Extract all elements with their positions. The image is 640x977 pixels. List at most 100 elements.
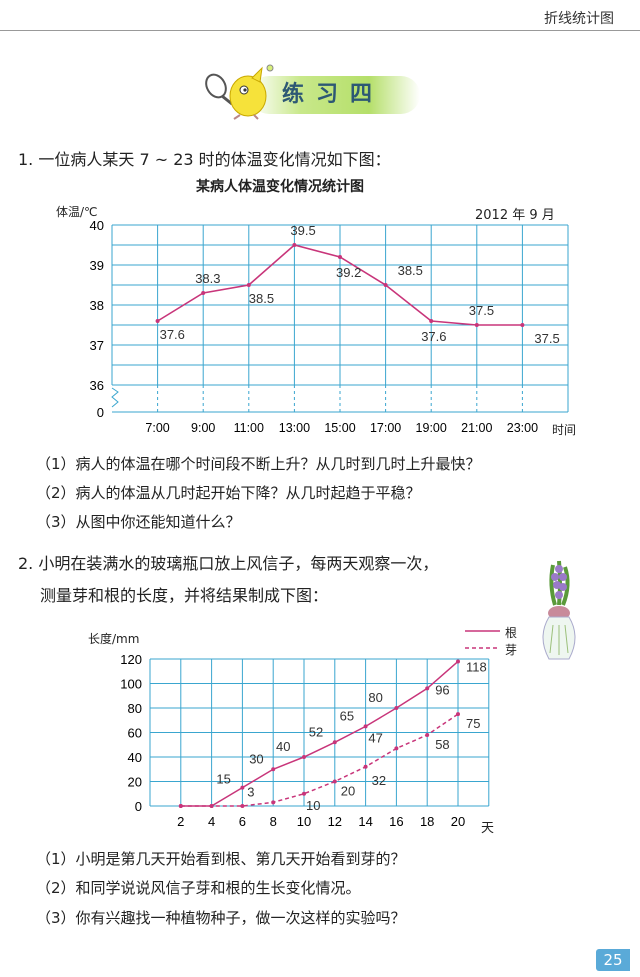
- q1-sub-2: （2）病人的体温从几时起开始下降？从几时起趋于平稳？: [36, 484, 421, 502]
- data-point: [456, 659, 460, 664]
- data-point: [302, 755, 306, 759]
- chart1-ylabel: 体温/℃: [56, 205, 98, 219]
- y-tick-label: 80: [128, 701, 142, 716]
- chart2-xlabel: 天: [481, 821, 495, 836]
- q2-sub-2: （2）和同学说说风信子芽和根的生长变化情况。: [36, 879, 361, 897]
- data-point: [246, 283, 251, 287]
- data-label: 39.5: [290, 223, 315, 238]
- chart1-subtitle: 2012 年 9 月: [475, 208, 555, 223]
- data-point: [271, 767, 276, 772]
- data-point: [363, 764, 368, 769]
- x-tick-label: 15:00: [324, 421, 355, 435]
- q2-sub-3: （3）你有兴趣找一种植物种子，做一次这样的实验吗？: [36, 909, 406, 927]
- x-tick-label: 12: [328, 814, 342, 829]
- chart2-ylabel: 长度/mm: [88, 632, 140, 646]
- x-tick-label: 16: [389, 814, 403, 829]
- data-label: 118: [466, 659, 487, 674]
- q2-sub-1: （1）小明是第几天开始看到根、第几天开始看到芽的？: [36, 850, 406, 868]
- y-tick-label: 120: [120, 652, 142, 667]
- data-point: [240, 785, 245, 790]
- data-label: 37.5: [469, 303, 494, 318]
- data-point: [201, 291, 206, 295]
- x-tick-label: 19:00: [416, 421, 447, 435]
- chart1-title: 某病人体温变化情况统计图: [196, 179, 364, 195]
- x-tick-label: 23:00: [507, 421, 538, 435]
- data-point: [456, 712, 460, 717]
- x-tick-label: 17:00: [370, 421, 401, 435]
- data-point: [332, 779, 337, 784]
- y-tick-label: 60: [128, 726, 142, 741]
- data-point: [363, 724, 368, 729]
- x-tick-label: 9:00: [191, 421, 215, 435]
- x-tick-label: 7:00: [145, 421, 169, 435]
- data-label: 65: [340, 708, 354, 723]
- hyacinth-growth-line-chart: 120 100 80 60 40 20 0 2 4 6 8 10 12 14 16 18 20 15 30 40 52 6…: [120, 630, 500, 829]
- data-label: 37.6: [160, 327, 185, 342]
- data-label: 37.6: [421, 329, 446, 344]
- x-tick-label: 6: [239, 814, 246, 829]
- y-tick-label: 40: [128, 750, 142, 765]
- data-label: 32: [372, 773, 386, 788]
- data-label: 38.5: [249, 291, 274, 306]
- data-label: 3: [247, 784, 254, 799]
- y-tick-label: 39: [90, 258, 104, 273]
- title-banner: [250, 76, 420, 114]
- data-label: 38.3: [195, 271, 220, 286]
- data-label: 58: [435, 737, 449, 752]
- y-tick-label: 0: [135, 799, 142, 814]
- q1-sub-3: （3）从图中你还能知道什么？: [36, 513, 241, 531]
- data-label: 30: [249, 751, 263, 766]
- chart1-xlabel: 时间: [552, 423, 577, 437]
- exercise-title: 练习四: [282, 82, 385, 107]
- legend-sprout-label: 芽: [505, 643, 518, 657]
- data-label: 37.5: [534, 331, 559, 346]
- data-point: [425, 732, 430, 737]
- data-label: 20: [341, 784, 355, 799]
- temperature-line-chart: 40 39 38 37 36 0 37.6 7:00 38.3 9:00 38.5 11:00 39.5…: [90, 218, 569, 435]
- y-tick-label: 20: [128, 775, 142, 790]
- data-point: [332, 740, 337, 745]
- x-tick-label: 4: [208, 814, 215, 829]
- series-line-sprout: [180, 713, 459, 807]
- data-label: 10: [306, 798, 320, 813]
- x-tick-label: 2: [177, 814, 184, 829]
- x-tick-label: 8: [270, 814, 277, 829]
- x-tick-label: 20: [451, 814, 465, 829]
- y-tick-label: 40: [90, 218, 104, 233]
- data-point: [292, 243, 297, 247]
- hyacinth-vase-illustration: [542, 560, 576, 660]
- y-tick-label: 100: [120, 677, 142, 692]
- data-point: [425, 686, 430, 691]
- data-point: [383, 283, 388, 287]
- x-tick-label: 21:00: [461, 421, 492, 435]
- x-tick-label: 14: [358, 814, 372, 829]
- y-tick-label: 0: [97, 405, 104, 420]
- question-2-prompt-2: 测量芽和根的长度，并将结果制成下图：: [40, 586, 329, 605]
- data-point: [209, 804, 214, 808]
- data-point: [394, 706, 399, 710]
- data-point: [394, 746, 399, 751]
- data-point: [155, 319, 160, 323]
- y-tick-label: 37: [90, 338, 104, 353]
- data-point: [271, 800, 276, 805]
- data-point: [520, 323, 525, 327]
- q1-sub-1: （1）病人的体温在哪个时间段不断上升？从几时到几时上升最快？: [36, 455, 481, 473]
- question-2-prompt-1: 2. 小明在装满水的玻璃瓶口放上风信子，每两天观察一次，: [18, 554, 439, 573]
- data-label: 96: [435, 682, 449, 697]
- data-label: 80: [368, 690, 382, 705]
- data-label: 75: [466, 716, 480, 731]
- data-label: 39.2: [336, 265, 361, 280]
- data-label: 52: [309, 724, 323, 739]
- data-point: [474, 323, 479, 327]
- series-line-root: [180, 660, 459, 807]
- x-tick-label: 10: [297, 814, 311, 829]
- data-point: [302, 791, 306, 796]
- data-label: 40: [276, 739, 290, 754]
- x-tick-label: 13:00: [279, 421, 310, 435]
- data-point: [338, 255, 342, 259]
- section-header: 折线统计图: [544, 11, 614, 27]
- y-tick-label: 36: [90, 378, 104, 393]
- data-label: 15: [216, 772, 230, 787]
- legend-root-label: 根: [505, 626, 518, 640]
